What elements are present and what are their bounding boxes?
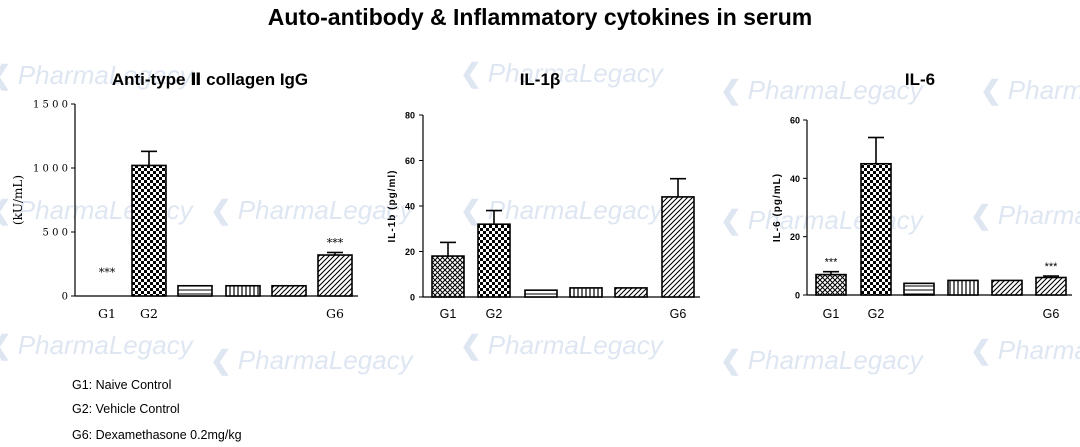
category-label: G1 [440, 307, 457, 321]
y-tick-label: 20 [405, 247, 415, 257]
category-label: G6 [670, 307, 687, 321]
legend-item-g6: G6: Dexamethasone 0.2mg/kg [72, 428, 242, 442]
chart-il6: 0 20 40 60 IL-6 (pg/mL) *** G1 G2 *** G6 [772, 116, 1072, 321]
category-label: G1 [823, 307, 840, 321]
y-tick-label: 60 [405, 156, 415, 166]
bar [177, 284, 213, 297]
legend-item-g2: G2: Vehicle Control [72, 402, 180, 416]
category-label: G2 [140, 306, 158, 321]
y-tick-label: 40 [405, 202, 415, 212]
bar [815, 273, 847, 296]
category-label: G6 [1043, 307, 1060, 321]
bar [860, 162, 892, 296]
chart-il1b: 0 20 40 60 80 IL-1b (pg/ml) G1 G2 G6 [387, 111, 700, 321]
y-tick-label: 0 [62, 292, 68, 303]
significance-label: *** [1045, 261, 1059, 273]
bar [661, 196, 695, 298]
bar [477, 223, 511, 298]
y-tick-label: 0 [410, 293, 415, 303]
category-label: G2 [486, 307, 503, 321]
y-tick-label: 20 [790, 232, 800, 242]
bar [1035, 276, 1067, 296]
significance-label: *** [99, 266, 116, 279]
y-axis-label: (kU/mL) [11, 175, 25, 225]
panel-title-il6: IL-6 [904, 70, 936, 89]
category-label: G1 [98, 306, 116, 321]
y-axis-label: IL-6 (pg/mL) [772, 173, 783, 242]
category-label: G6 [326, 306, 344, 321]
panel-title-igg: Anti-type Ⅱ collagen IgG [111, 70, 309, 89]
bar [903, 282, 935, 296]
y-tick-label: 80 [405, 111, 415, 121]
y-tick-label: 5 0 0 [43, 228, 68, 239]
significance-label: *** [825, 257, 839, 269]
panel-title-il1b: IL-1β [519, 70, 561, 89]
y-tick-label: 0 [795, 291, 800, 301]
bar [614, 287, 648, 298]
bar [569, 287, 603, 298]
y-axis-label: IL-1b (pg/ml) [387, 170, 398, 243]
y-tick-label: 60 [790, 116, 800, 126]
bar [431, 255, 465, 298]
bar [225, 284, 261, 297]
bar [947, 279, 979, 296]
y-tick-label: 40 [790, 174, 800, 184]
significance-label: *** [327, 236, 344, 249]
main-title: Auto-antibody & Inflammatory cytokines i… [267, 4, 813, 30]
chart-igg: 0 5 0 0 1 0 0 0 1 5 0 0 (kU/mL) *** G1 G2 *** G6 [11, 100, 358, 321]
category-label: G2 [868, 307, 885, 321]
y-tick-label: 1 5 0 0 [33, 100, 68, 111]
legend-item-g1: G1: Naive Control [72, 378, 172, 392]
bar [991, 279, 1023, 296]
bar [131, 164, 167, 297]
bar [317, 254, 353, 297]
bar [271, 284, 307, 297]
y-tick-label: 1 0 0 0 [33, 164, 68, 175]
bar [524, 289, 558, 298]
